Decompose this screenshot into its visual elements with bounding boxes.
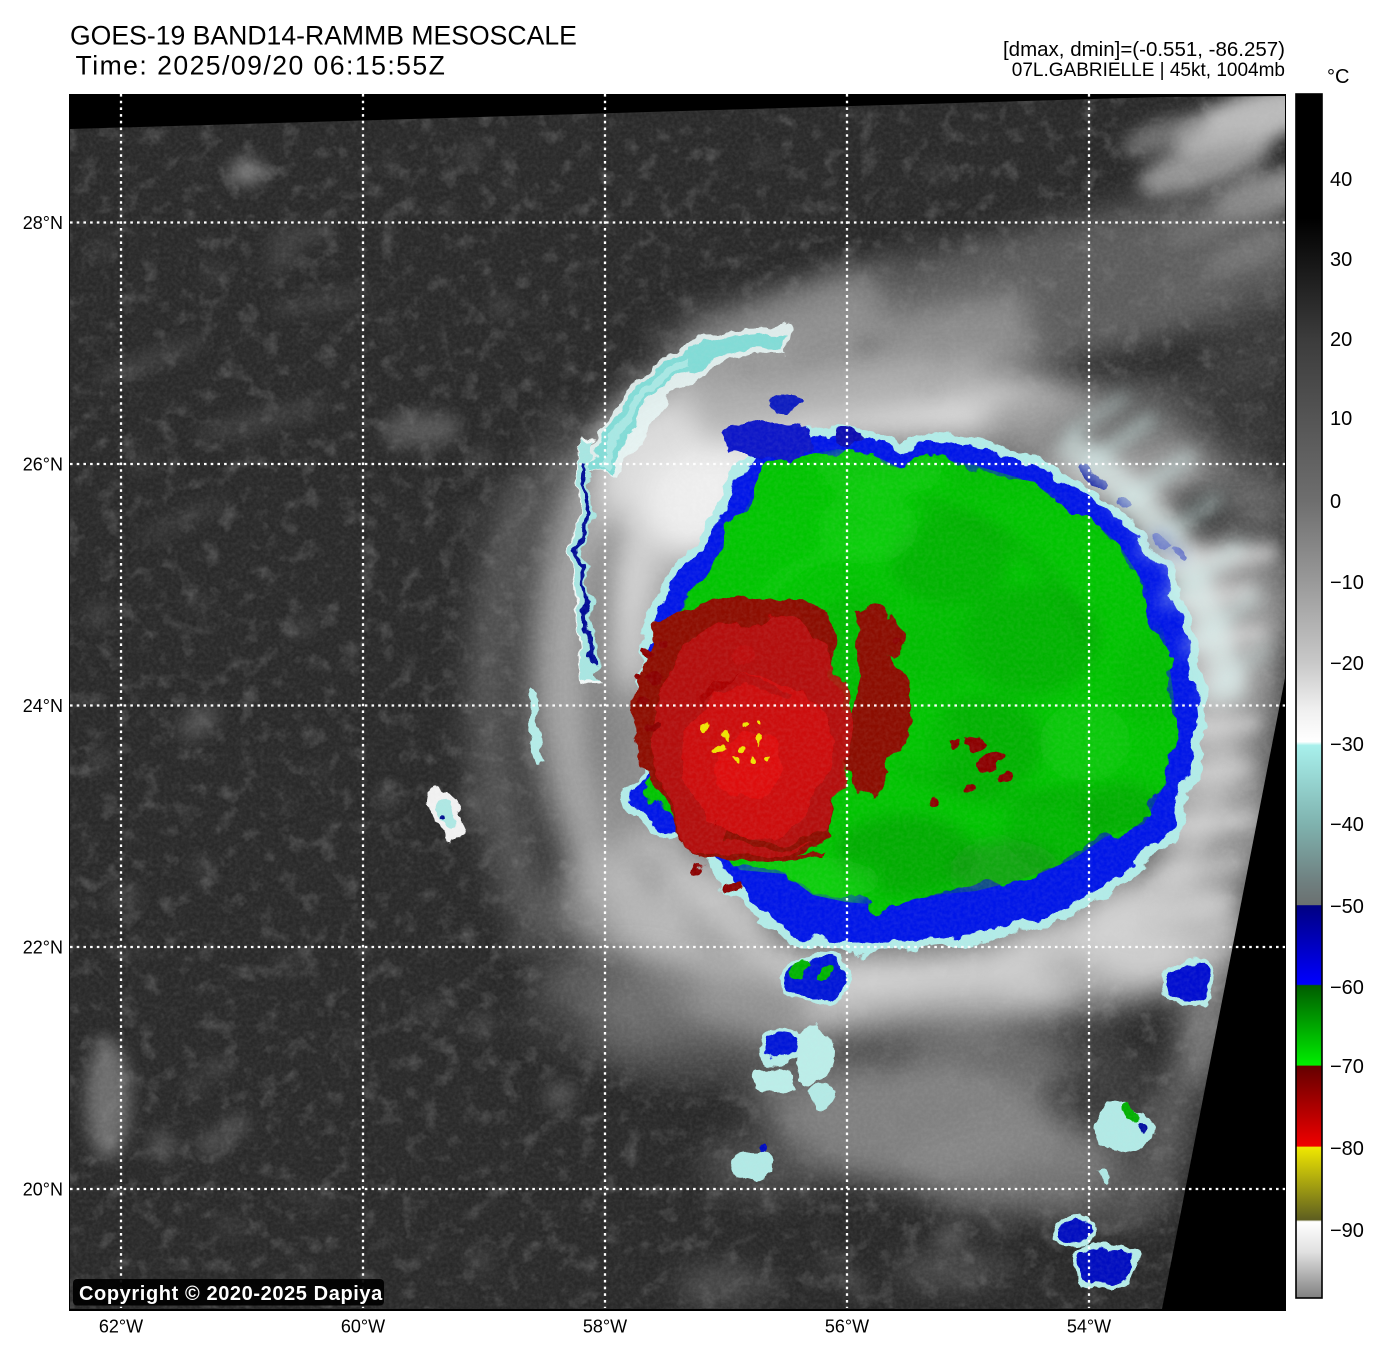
svg-text:−30: −30 (1330, 734, 1364, 756)
svg-text:Copyright © 2020-2025 Dapiya: Copyright © 2020-2025 Dapiya (79, 1283, 383, 1305)
svg-text:22°N: 22°N (23, 937, 63, 957)
svg-text:0: 0 (1330, 491, 1341, 513)
svg-text:−40: −40 (1330, 814, 1364, 836)
svg-text:28°N: 28°N (23, 213, 63, 233)
svg-text:40: 40 (1330, 169, 1352, 191)
svg-text:Time: 2025/09/20 06:15:55Z: Time: 2025/09/20 06:15:55Z (76, 51, 447, 81)
svg-text:−70: −70 (1330, 1056, 1364, 1078)
svg-text:58°W: 58°W (583, 1317, 627, 1337)
svg-text:[dmax, dmin]=(-0.551, -86.257): [dmax, dmin]=(-0.551, -86.257) (1003, 38, 1285, 61)
svg-text:10: 10 (1330, 408, 1352, 430)
svg-text:07L.GABRIELLE | 45kt, 1004mb: 07L.GABRIELLE | 45kt, 1004mb (1012, 60, 1285, 81)
svg-text:62°W: 62°W (99, 1317, 143, 1337)
svg-text:30: 30 (1330, 249, 1352, 271)
svg-text:56°W: 56°W (825, 1317, 869, 1337)
svg-text:20: 20 (1330, 329, 1352, 351)
svg-text:54°W: 54°W (1067, 1317, 1111, 1337)
svg-text:−80: −80 (1330, 1138, 1364, 1160)
svg-text:−50: −50 (1330, 896, 1364, 918)
svg-text:GOES-19 BAND14-RAMMB MESOSCALE: GOES-19 BAND14-RAMMB MESOSCALE (70, 21, 577, 51)
svg-text:−90: −90 (1330, 1220, 1364, 1242)
svg-text:−10: −10 (1330, 572, 1364, 594)
svg-text:−60: −60 (1330, 977, 1364, 999)
svg-text:20°N: 20°N (23, 1179, 63, 1199)
svg-text:−20: −20 (1330, 653, 1364, 675)
svg-text:24°N: 24°N (23, 696, 63, 716)
svg-text:26°N: 26°N (23, 454, 63, 474)
svg-text:60°W: 60°W (341, 1317, 385, 1337)
svg-text:°C: °C (1327, 66, 1349, 88)
